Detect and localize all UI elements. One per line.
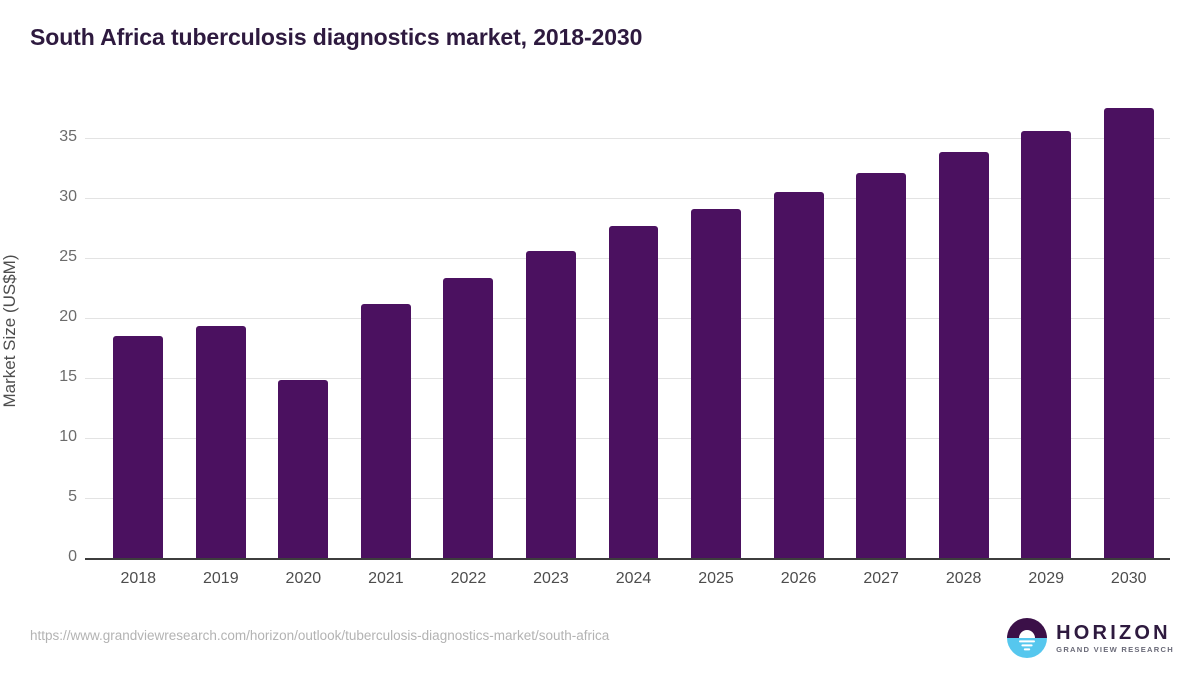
x-tick-label-2027: 2027 [863,570,899,587]
y-tick-mark [85,438,97,439]
x-tick-label-2022: 2022 [450,570,487,587]
y-tick-mark [85,198,97,199]
y-tick-mark [85,318,97,319]
y-tick-mark [85,558,97,560]
bar-2030[interactable] [1103,108,1154,558]
horizon-logo-icon [1007,618,1048,658]
bar-2022[interactable] [443,278,494,558]
bar-2025[interactable] [691,208,741,558]
x-tick-label-2021: 2021 [368,570,404,587]
y-tick-label: 10 [59,428,77,445]
x-tick-label-2028: 2028 [945,570,982,587]
y-tick-label: 5 [68,488,77,505]
y-tick-label: 0 [68,548,77,565]
bar-2024[interactable] [608,225,659,558]
bar-2029[interactable] [1021,130,1072,558]
y-tick-mark [85,258,97,259]
x-tick-label-2030: 2030 [1110,570,1147,587]
bar-2028[interactable] [938,152,989,558]
y-tick-label: 30 [59,188,77,205]
x-tick-label-2019: 2019 [203,570,239,587]
chart-title: South Africa tuberculosis diagnostics ma… [30,24,643,50]
bar-2020[interactable] [278,380,329,558]
y-tick-mark [85,138,97,139]
bar-2019[interactable] [195,326,246,558]
bar-2023[interactable] [525,250,576,558]
x-tick-label-2026: 2026 [780,570,817,587]
bar-2021[interactable] [360,303,411,558]
x-tick-label-2020: 2020 [285,570,322,587]
y-tick-label: 35 [59,128,77,145]
x-tick-label-2029: 2029 [1028,570,1064,587]
x-tick-label-2023: 2023 [533,570,569,587]
y-tick-label: 15 [59,368,77,385]
gridline [97,198,1170,199]
y-tick-mark [85,498,97,499]
bar-2026[interactable] [773,192,824,558]
logo-tagline: GRAND VIEW RESEARCH [1056,644,1174,654]
x-tick-label-2024: 2024 [615,570,652,587]
x-tick-label-2025: 2025 [698,570,734,587]
y-tick-label: 25 [59,248,77,265]
x-axis-line [97,558,1170,560]
horizon-logo-text: HORIZON GRAND VIEW RESEARCH [1056,623,1174,654]
source-url[interactable]: https://www.grandviewresearch.com/horizo… [30,628,610,643]
x-tick-label-2018: 2018 [120,570,157,587]
bar-2027[interactable] [856,172,907,558]
bar-2018[interactable] [113,336,164,558]
horizon-logo: HORIZON GRAND VIEW RESEARCH [1007,616,1174,660]
y-tick-label: 20 [59,308,77,325]
y-tick-mark [85,378,97,379]
gridline [97,138,1170,139]
logo-wordmark: HORIZON [1056,621,1171,644]
y-axis-title: Market Size (US$M) [0,254,19,408]
